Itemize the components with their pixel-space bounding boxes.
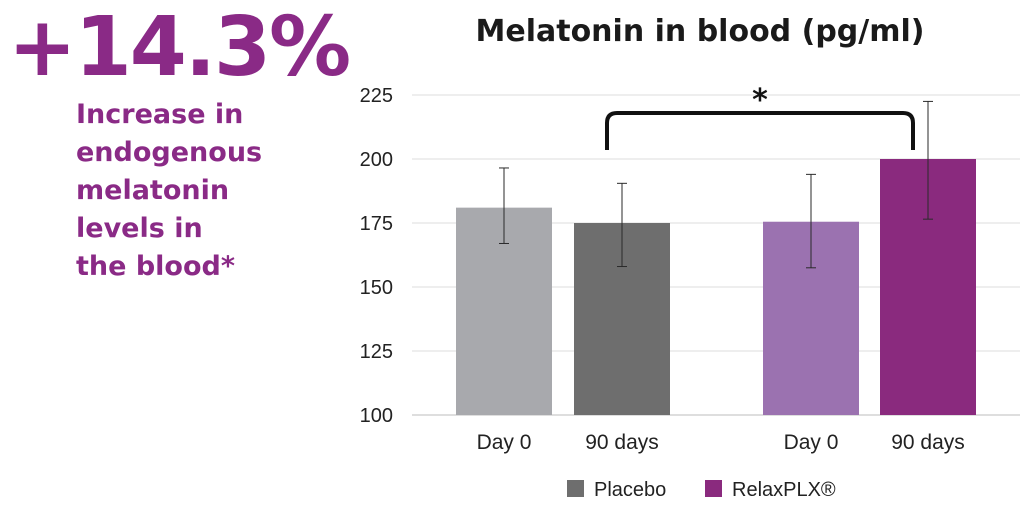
caption-line: the blood* xyxy=(76,251,235,282)
legend-label: Placebo xyxy=(594,479,666,501)
caption-line: levels in xyxy=(76,213,203,244)
y-tick-label: 225 xyxy=(360,85,393,107)
significance-bracket xyxy=(605,111,915,150)
x-category-label: Day 0 xyxy=(784,431,839,454)
caption-line: Increase in xyxy=(76,99,244,130)
caption-line: endogenous xyxy=(76,137,263,168)
x-category-label: 90 days xyxy=(891,431,965,454)
headline-stat: +14.3% xyxy=(8,0,351,95)
y-tick-label: 150 xyxy=(360,277,393,299)
significance-marker: * xyxy=(752,83,768,118)
legend-swatch xyxy=(705,480,722,497)
stat-caption: Increase in endogenous melatonin levels … xyxy=(76,96,316,286)
y-tick-label: 175 xyxy=(360,213,393,235)
caption-line: melatonin xyxy=(76,175,230,206)
stat-callout: +14.3% Increase in endogenous melatonin … xyxy=(0,0,351,505)
y-tick-label: 200 xyxy=(360,149,393,171)
y-tick-label: 125 xyxy=(360,341,393,363)
x-category-label: Day 0 xyxy=(477,431,532,454)
legend-label: RelaxPLX® xyxy=(732,479,836,501)
legend-swatch xyxy=(567,480,584,497)
y-tick-label: 100 xyxy=(360,405,393,427)
chart-title: Melatonin in blood (pg/ml) xyxy=(475,14,925,49)
x-category-label: 90 days xyxy=(585,431,659,454)
